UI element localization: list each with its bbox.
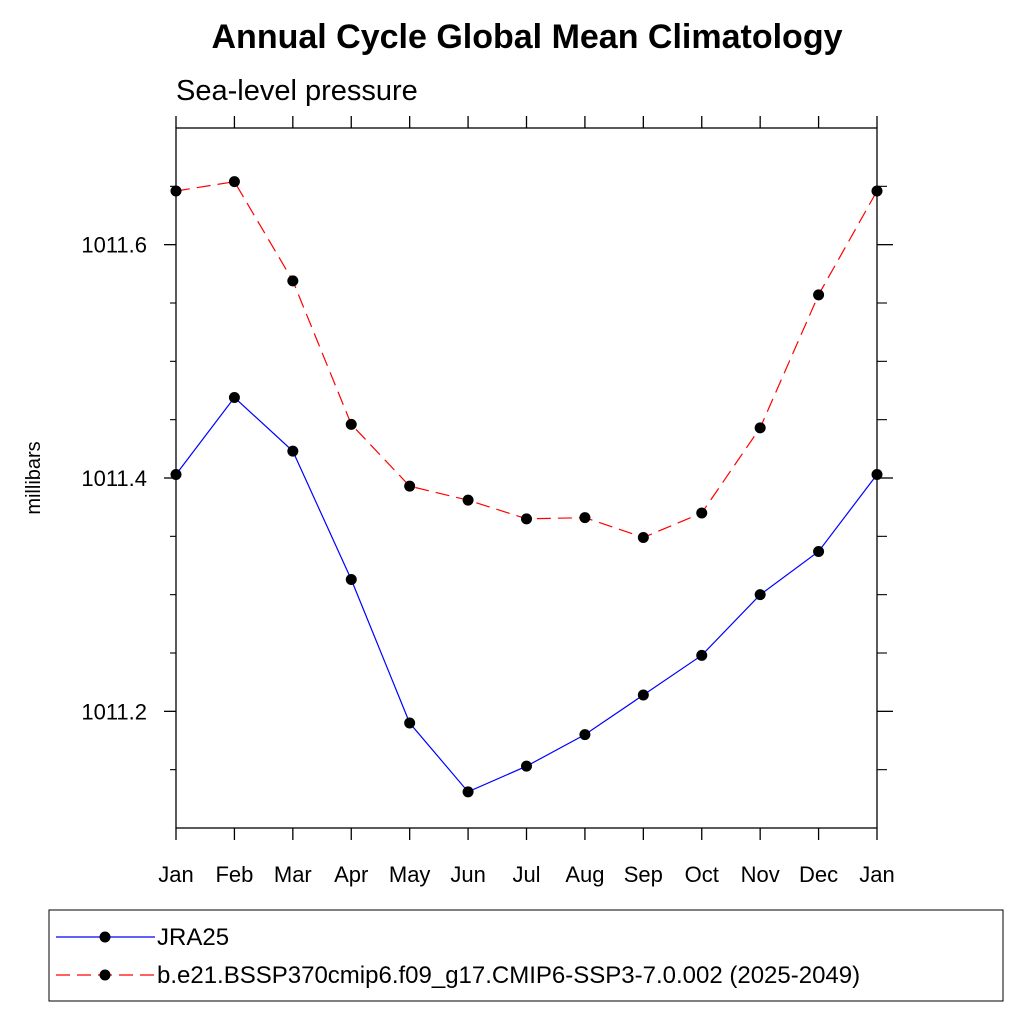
x-tick-label: Nov — [741, 862, 780, 887]
data-point-series-1 — [871, 469, 883, 480]
y-axis-label: millibars — [23, 441, 45, 514]
chart-subtitle: Sea-level pressure — [176, 75, 418, 107]
y-tick-label: 1011.2 — [81, 699, 147, 724]
data-point-series-2 — [287, 275, 299, 287]
y-tick-label: 1011.4 — [81, 466, 147, 491]
data-point-series-2 — [637, 532, 649, 543]
data-point-series-1 — [579, 729, 591, 741]
data-point-series-2 — [521, 513, 532, 525]
series-line-2 — [175, 181, 878, 539]
data-point-series-2 — [228, 176, 240, 188]
plot-frame — [175, 127, 878, 829]
legend-label-series-2: b.e21.BSSP370cmip6.f09_g17.CMIP6-SSP3-7.… — [157, 962, 860, 989]
x-tick-label: Feb — [215, 862, 253, 887]
x-tick-label: Jan — [158, 862, 193, 887]
x-tick-label: Dec — [799, 862, 838, 887]
series-lines — [175, 181, 878, 793]
data-point-series-1 — [637, 689, 649, 701]
series-points — [170, 176, 883, 798]
x-tick-label: Aug — [565, 862, 604, 887]
y-tick-label: 1011.6 — [81, 233, 147, 258]
data-point-series-2 — [170, 185, 182, 197]
legend-box — [48, 909, 1004, 1002]
legend-marker-series-2 — [99, 969, 111, 981]
data-point-series-1 — [228, 392, 240, 403]
x-tick-label: Jan — [859, 862, 894, 887]
data-point-series-1 — [754, 589, 766, 601]
data-point-series-2 — [813, 289, 825, 301]
x-tick-label: Oct — [685, 862, 719, 887]
data-point-series-2 — [345, 418, 357, 430]
data-point-series-1 — [404, 717, 416, 729]
x-tick-label: Jun — [450, 862, 485, 887]
data-point-series-2 — [579, 512, 591, 524]
data-point-series-1 — [170, 469, 182, 480]
data-point-series-1 — [345, 574, 357, 585]
y-tick-labels: 1011.2 1011.4 1011.6 — [81, 233, 147, 725]
data-point-series-2 — [404, 480, 416, 492]
series-line-1 — [175, 396, 878, 793]
x-tick-label: Mar — [274, 862, 312, 887]
x-tick-label: Apr — [334, 862, 368, 887]
data-point-series-1 — [813, 546, 825, 557]
data-point-series-1 — [287, 445, 299, 457]
data-point-series-1 — [521, 760, 532, 772]
legend: JRA25 b.e21.BSSP370cmip6.f09_g17.CMIP6-SS… — [56, 924, 860, 989]
legend-label-series-1: JRA25 — [157, 924, 229, 951]
data-point-series-2 — [754, 422, 766, 434]
axis-ticks — [164, 116, 893, 840]
x-tick-label: Sep — [624, 862, 663, 887]
data-point-series-1 — [696, 649, 708, 661]
data-point-series-2 — [871, 185, 883, 197]
data-point-series-1 — [462, 786, 474, 798]
data-point-series-2 — [462, 494, 474, 506]
legend-marker-series-1 — [99, 931, 111, 943]
data-point-series-2 — [696, 507, 708, 519]
x-tick-labels: Jan Feb Mar Apr May Jun Jul Aug Sep Oct Nov Dec Jan — [158, 862, 894, 887]
chart-title: Annual Cycle Global Mean Climatology — [212, 18, 843, 56]
x-tick-label: Jul — [512, 862, 540, 887]
x-tick-label: May — [389, 862, 431, 887]
